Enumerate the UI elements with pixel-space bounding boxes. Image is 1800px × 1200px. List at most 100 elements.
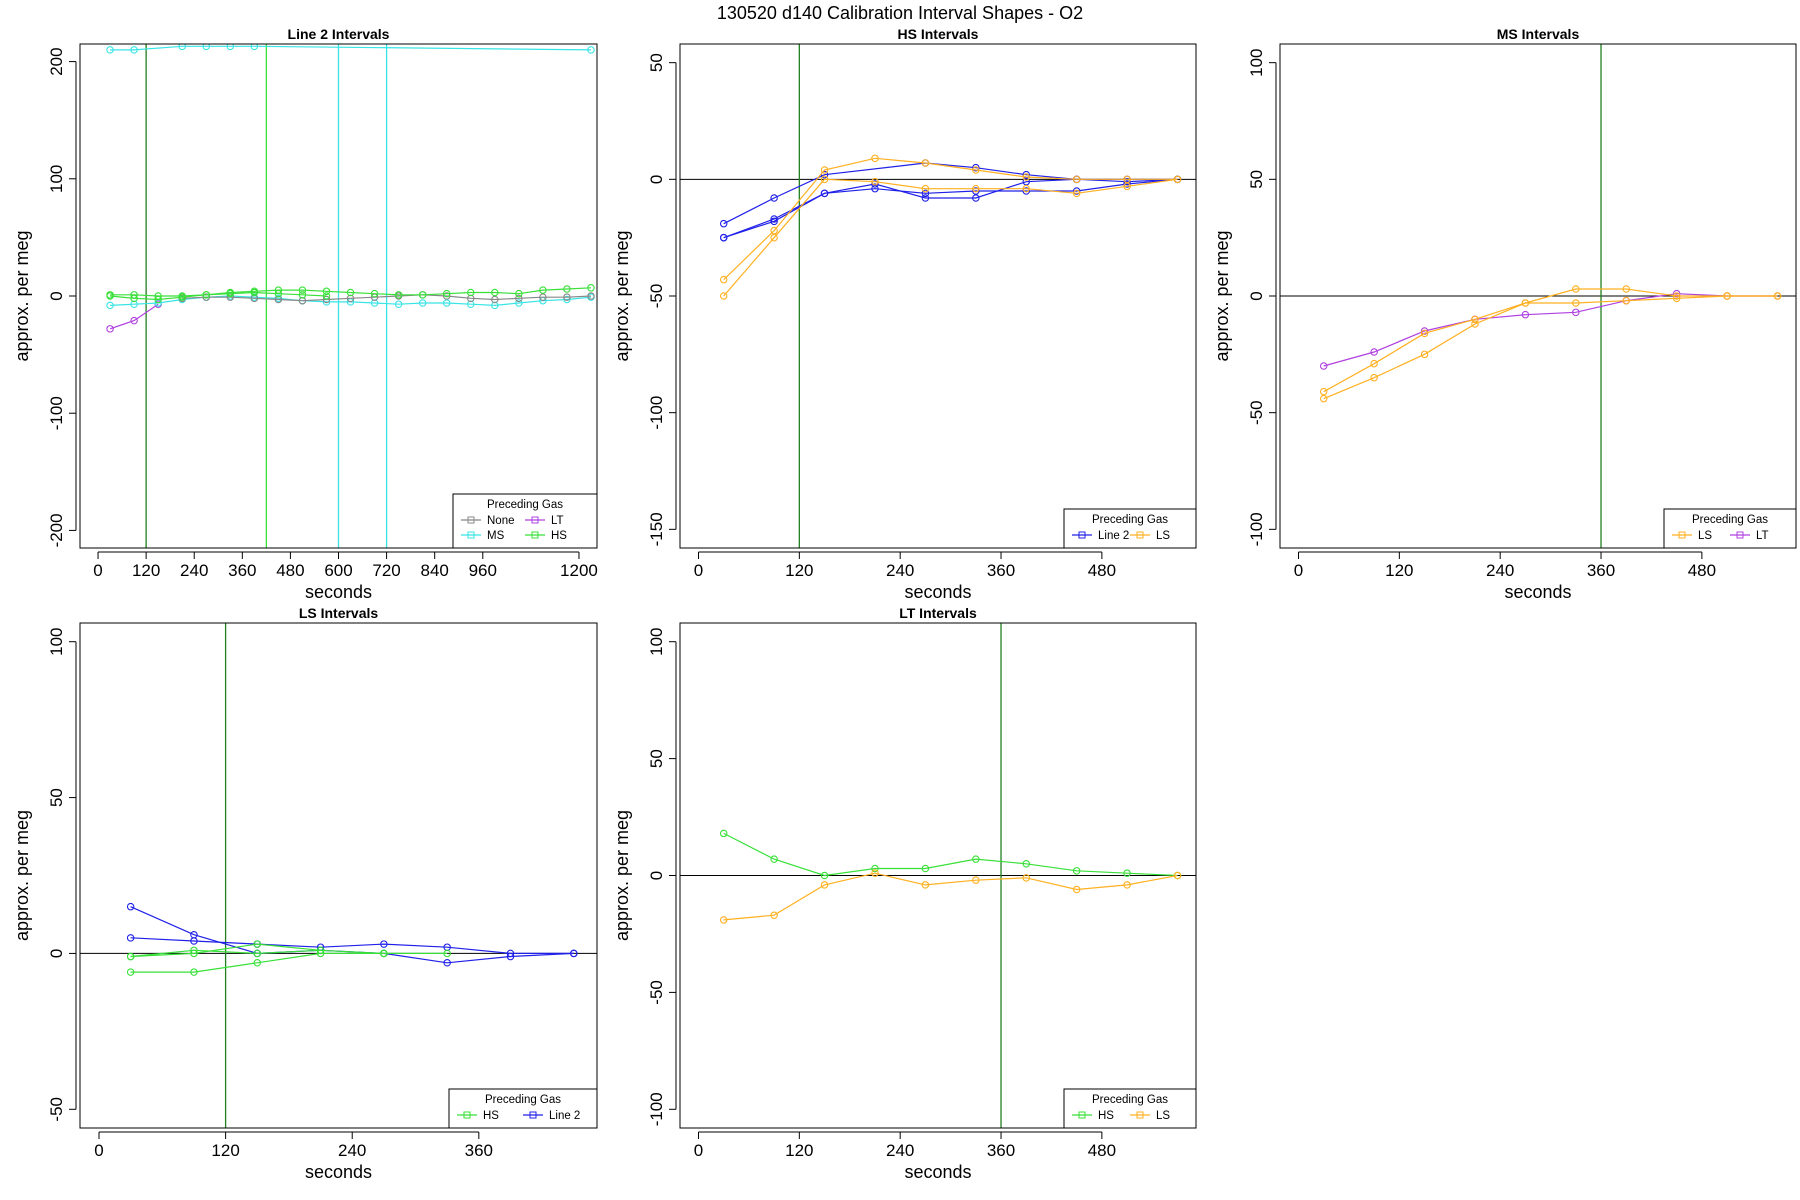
chart-panel-3: 0 120 240 360 480 -100 -50 0 50 100 MS Intervals se… <box>1212 26 1797 602</box>
data-point <box>298 291 307 299</box>
data-point <box>921 881 930 889</box>
series-line <box>723 178 1178 239</box>
data-point <box>1022 173 1030 181</box>
legend-entry: HS <box>1098 1110 1114 1122</box>
data-point <box>1072 189 1081 198</box>
data-point <box>871 180 879 188</box>
plot-frame <box>1279 43 1797 549</box>
series-line <box>723 178 1178 297</box>
data-point <box>1173 871 1182 880</box>
y-tick-label: -50 <box>47 1097 66 1122</box>
data-point <box>770 855 778 863</box>
legend-marker <box>529 1111 537 1119</box>
chart-panel-4: 0 120 240 360 -50 0 50 100 LS Intervals seconds ap… <box>12 605 598 1182</box>
plot-area <box>106 44 595 548</box>
data-point <box>418 291 427 299</box>
data-point <box>370 289 379 298</box>
x-axis-label: seconds <box>904 1162 971 1182</box>
legend-entry: Line 2 <box>549 1110 580 1122</box>
data-point <box>253 949 262 958</box>
chart-panel-2: 0 120 240 360 480 -150 -100 -50 0 50 HS Intervals s… <box>612 26 1197 602</box>
data-point <box>202 291 210 299</box>
x-tick-label: 360 <box>987 1141 1015 1160</box>
data-point <box>1022 184 1030 193</box>
legend-marker <box>1078 531 1086 539</box>
legend: Preceding Gas HS LS <box>1063 1088 1197 1129</box>
data-point <box>380 949 388 958</box>
data-point <box>820 175 829 184</box>
legend-box <box>448 1088 598 1129</box>
x-tick-label: 480 <box>276 561 304 580</box>
legend-box <box>1063 508 1197 549</box>
x-tick-label: 120 <box>211 1141 239 1160</box>
y-axis-label: approx. per meg <box>12 230 32 361</box>
data-point <box>1123 175 1131 184</box>
legend-marker <box>463 1111 471 1119</box>
legend-entry: HS <box>483 1110 499 1122</box>
data-point <box>126 902 135 911</box>
x-tick-label: 720 <box>372 561 400 580</box>
data-point <box>820 871 829 880</box>
x-tick-label: 0 <box>694 1141 703 1160</box>
data-point <box>921 194 930 202</box>
data-point <box>506 949 515 958</box>
legend-entry: LS <box>1698 530 1712 542</box>
data-point <box>126 934 135 942</box>
y-tick-label: 0 <box>647 175 666 184</box>
series-line <box>130 949 321 958</box>
y-tick-label: 0 <box>47 291 66 300</box>
data-point <box>154 295 162 304</box>
plot-area <box>80 623 597 1128</box>
data-point <box>921 864 930 873</box>
data-point <box>1123 180 1131 188</box>
series-line <box>1323 288 1778 393</box>
x-tick-label: 240 <box>886 561 914 580</box>
legend-marker <box>1736 531 1744 539</box>
data-point <box>1072 885 1081 894</box>
data-point <box>443 949 451 958</box>
data-point <box>719 219 728 228</box>
series-line <box>130 937 574 955</box>
x-axis-label: seconds <box>305 582 372 602</box>
y-tick-label: -50 <box>647 284 666 309</box>
y-tick-label: 100 <box>47 628 66 656</box>
data-point <box>491 288 499 297</box>
x-tick-label: 840 <box>420 561 448 580</box>
data-point <box>587 46 595 54</box>
y-tick-label: 0 <box>47 949 66 958</box>
y-tick-label: 50 <box>647 749 666 768</box>
x-axis-label: seconds <box>1504 582 1571 602</box>
chart-title: LS Intervals <box>299 605 379 621</box>
data-point <box>394 291 403 299</box>
data-point <box>1370 348 1378 356</box>
data-point <box>719 275 728 284</box>
x-tick-label: 360 <box>987 561 1015 580</box>
chart-title: Line 2 Intervals <box>288 26 390 42</box>
data-point <box>1672 292 1681 300</box>
x-tick-label: 240 <box>1486 561 1514 580</box>
data-point <box>770 911 778 919</box>
data-point <box>921 159 930 167</box>
data-point <box>226 44 235 51</box>
data-point <box>1572 285 1580 293</box>
legend-entry: HS <box>551 530 567 542</box>
chart-title: HS Intervals <box>898 26 979 42</box>
legend-box <box>1663 508 1797 549</box>
data-point <box>226 289 235 298</box>
data-point <box>322 287 331 296</box>
x-tick-label: 480 <box>1088 1141 1116 1160</box>
x-tick-label: 360 <box>1587 561 1615 580</box>
data-point <box>587 284 595 292</box>
data-point <box>871 177 879 186</box>
data-point <box>322 292 331 300</box>
plot-area <box>680 44 1196 548</box>
data-point <box>1370 373 1378 382</box>
data-point <box>1471 320 1479 328</box>
data-point <box>820 189 829 198</box>
data-point <box>346 288 355 297</box>
series-line <box>723 162 1178 225</box>
data-point <box>972 187 980 195</box>
legend: Preceding Gas None LT MS HS <box>452 493 598 549</box>
data-point <box>253 959 262 967</box>
plot-frame <box>79 43 598 549</box>
